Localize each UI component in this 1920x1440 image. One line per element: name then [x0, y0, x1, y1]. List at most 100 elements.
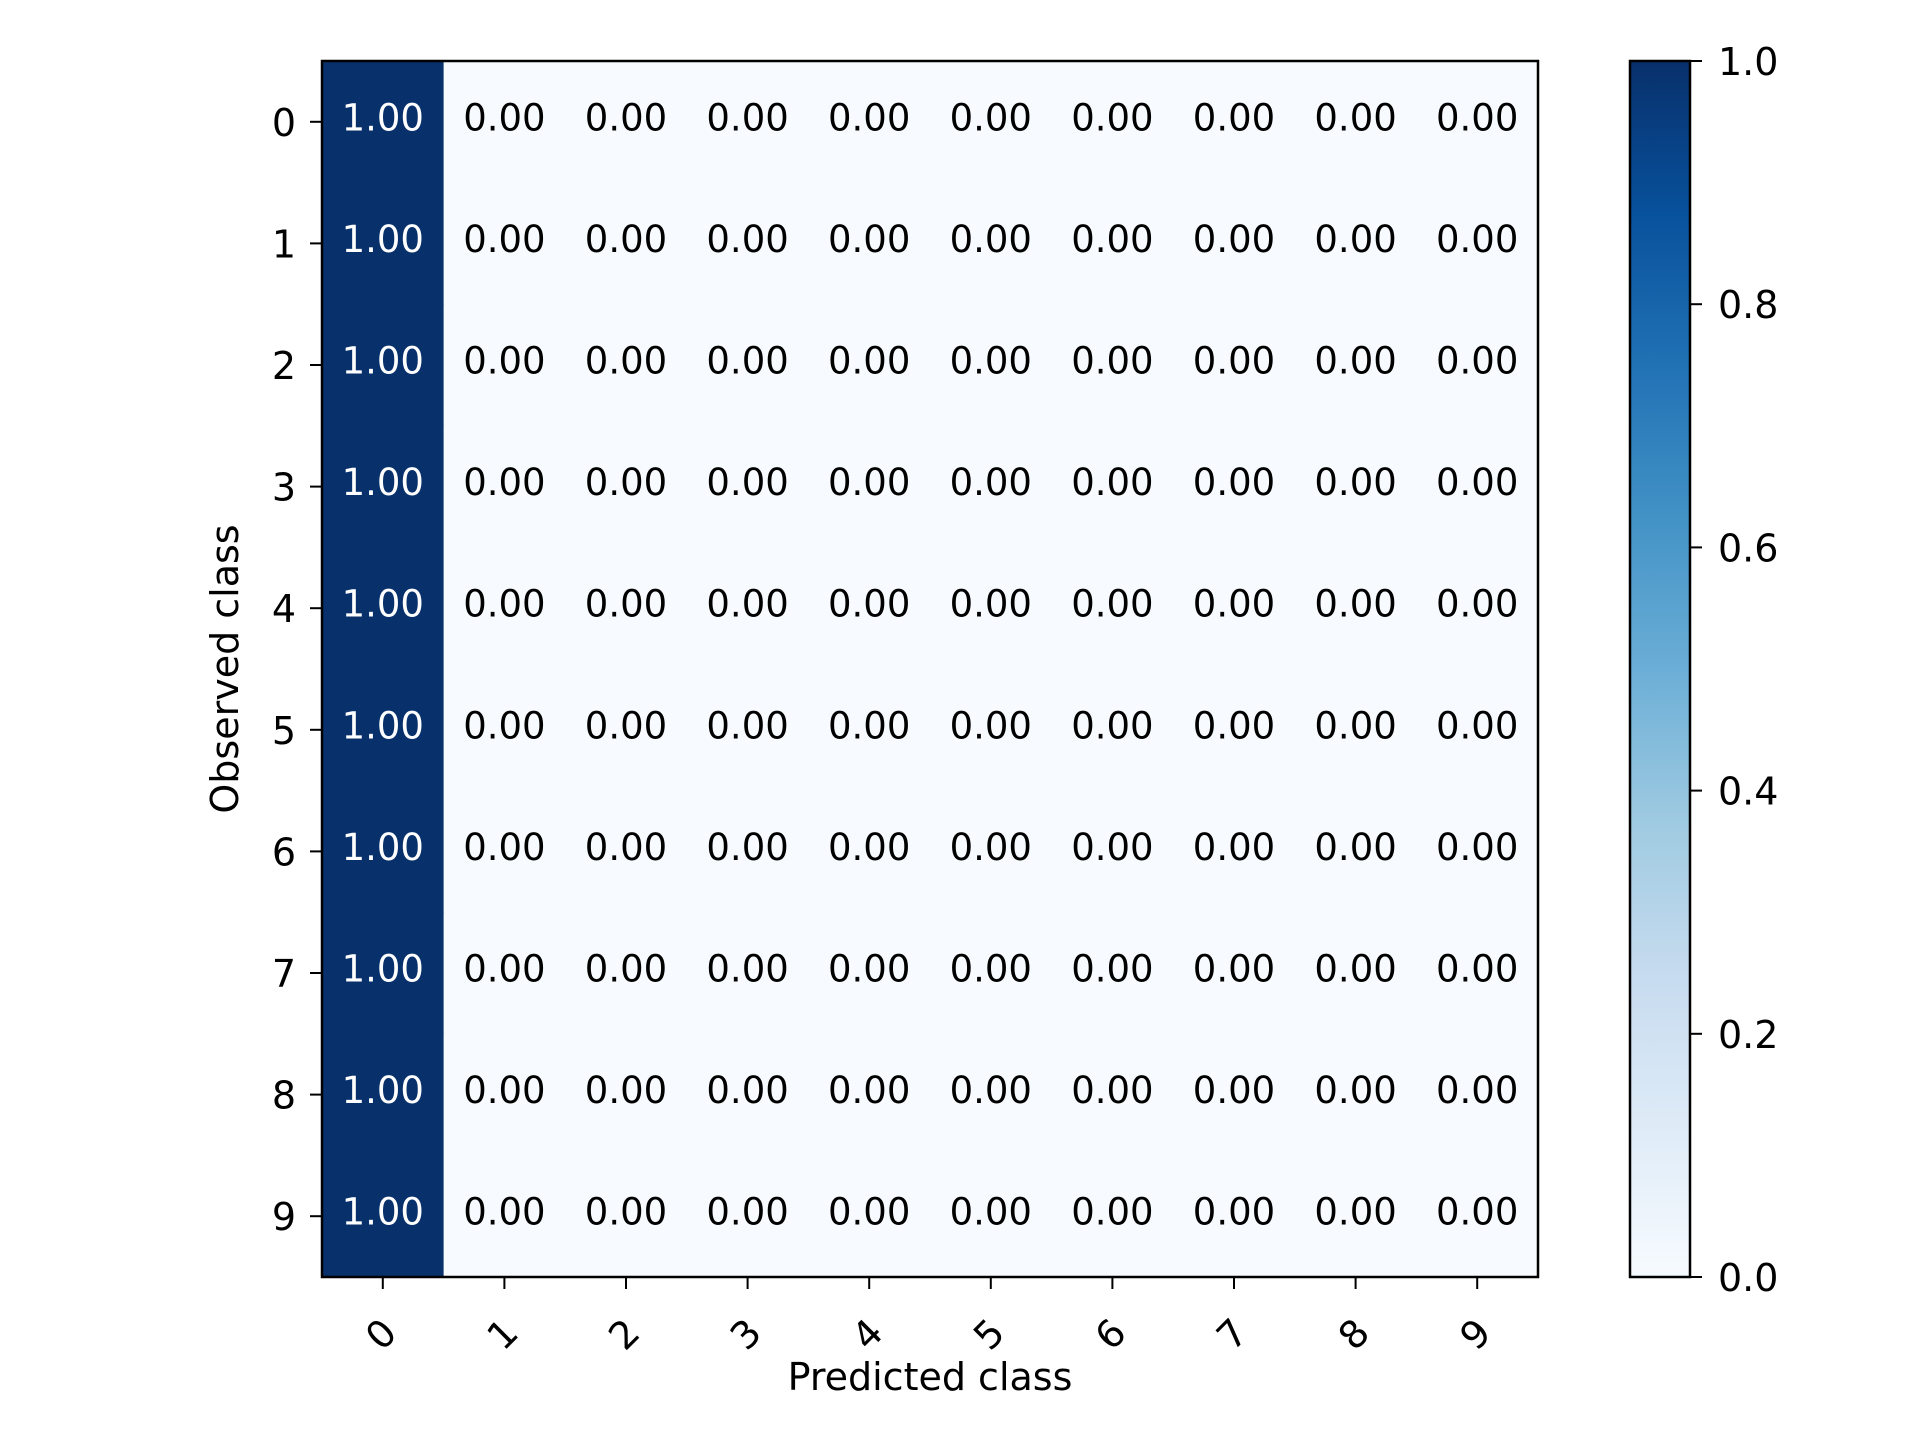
heatmap-cell [443, 669, 566, 792]
cell-value-label: 0.00 [585, 218, 667, 261]
cell-value-label: 0.00 [585, 1069, 667, 1112]
x-axis-label: Predicted class [788, 1355, 1073, 1399]
cell-value-label: 1.00 [342, 826, 424, 869]
cell-value-label: 0.00 [463, 1069, 545, 1112]
x-axis-ticks: 0 1 2 3 4 5 6 7 8 9 [357, 1277, 1500, 1358]
cell-value-label: 0.00 [463, 96, 545, 139]
heatmap-cell [1051, 912, 1174, 1035]
heatmap-cell [808, 1155, 931, 1278]
heatmap-cell [1173, 304, 1296, 427]
x-tick-label: 7 [1208, 1310, 1256, 1358]
heatmap-cell [1416, 669, 1539, 792]
cell-value-label: 0.00 [828, 461, 910, 504]
heatmap-cell [1294, 1155, 1417, 1278]
heatmap-cell [1173, 547, 1296, 670]
heatmap-cell [565, 790, 688, 913]
cell-value-label: 0.00 [706, 1069, 788, 1112]
cell-value-label: 0.00 [463, 583, 545, 626]
colorbar-frame [1628, 59, 1692, 1279]
colorbar-ticks: 0.0 0.2 0.4 0.6 0.8 1.0 [1690, 40, 1778, 1300]
heatmap-cell [322, 547, 445, 670]
cell-value-label: 0.00 [463, 461, 545, 504]
cell-value-label: 0.00 [950, 583, 1032, 626]
cell-value-label: 0.00 [1436, 1191, 1518, 1234]
heatmap-cell [808, 61, 931, 184]
heatmap-cell [322, 1033, 445, 1156]
cell-value-label: 0.00 [828, 704, 910, 747]
heatmap-cell [1051, 61, 1174, 184]
cell-value-label: 0.00 [1071, 96, 1153, 139]
cell-value-label: 0.00 [706, 826, 788, 869]
cell-value-label: 0.00 [1436, 461, 1518, 504]
cell-value-label: 0.00 [1071, 704, 1153, 747]
heatmap-cell [930, 61, 1053, 184]
cell-value-label: 0.00 [1436, 948, 1518, 991]
heatmap-cell [565, 1155, 688, 1278]
cell-value-label: 0.00 [1436, 1069, 1518, 1112]
cell-value-label: 0.00 [706, 948, 788, 991]
cell-value-label: 1.00 [342, 704, 424, 747]
cell-value-label: 0.00 [1071, 340, 1153, 383]
heatmap-cell [1051, 669, 1174, 792]
cell-value-label: 0.00 [1071, 218, 1153, 261]
cell-value-label: 0.00 [585, 948, 667, 991]
heatmap-cell [1416, 182, 1539, 305]
y-tick-label: 6 [272, 830, 296, 874]
cell-value-label: 0.00 [585, 826, 667, 869]
heatmap-cell [322, 1155, 445, 1278]
heatmap-cells [322, 61, 1539, 1278]
heatmap-cell [686, 182, 809, 305]
cell-value-label: 0.00 [1071, 826, 1153, 869]
heatmap-cell [1294, 790, 1417, 913]
cell-value-label: 0.00 [1314, 218, 1396, 261]
cell-value-label: 0.00 [950, 948, 1032, 991]
y-tick-label: 2 [272, 344, 296, 388]
heatmap-cell [1173, 912, 1296, 1035]
x-tick-label: 2 [600, 1310, 648, 1358]
heatmap-cell [1294, 547, 1417, 670]
cell-value-label: 1.00 [342, 96, 424, 139]
cell-value-label: 1.00 [342, 461, 424, 504]
cell-value-label: 0.00 [706, 218, 788, 261]
cell-value-label: 0.00 [585, 96, 667, 139]
plot-frame [320, 59, 1540, 1279]
heatmap-cell [930, 790, 1053, 913]
heatmap-cell [686, 425, 809, 548]
cell-value-label: 0.00 [1314, 1069, 1396, 1112]
cell-value-label: 1.00 [342, 1191, 424, 1234]
cell-value-label: 0.00 [950, 218, 1032, 261]
cell-value-label: 0.00 [950, 461, 1032, 504]
heatmap-cell [322, 425, 445, 548]
cell-value-label: 0.00 [1436, 96, 1518, 139]
heatmap-cell [443, 182, 566, 305]
heatmap-cell [1173, 1155, 1296, 1278]
cell-value-label: 0.00 [1314, 1191, 1396, 1234]
cell-value-label: 0.00 [828, 583, 910, 626]
heatmap-cell [1294, 304, 1417, 427]
heatmap-cell [930, 912, 1053, 1035]
heatmap-cell [1051, 1033, 1174, 1156]
heatmap-cell [808, 912, 931, 1035]
colorbar-tick-label: 0.4 [1718, 770, 1778, 814]
heatmap-cell [686, 1155, 809, 1278]
heatmap-cell [930, 304, 1053, 427]
cell-value-label: 0.00 [706, 96, 788, 139]
cell-value-label: 0.00 [1436, 340, 1518, 383]
heatmap-cell [1416, 425, 1539, 548]
heatmap-cell [565, 304, 688, 427]
heatmap-cell [565, 547, 688, 670]
colorbar-tick-label: 0.8 [1718, 283, 1778, 327]
heatmap-cell [1294, 182, 1417, 305]
heatmap-cell [565, 182, 688, 305]
heatmap-cell [930, 425, 1053, 548]
cell-value-label: 0.00 [706, 461, 788, 504]
heatmap-cell [322, 182, 445, 305]
heatmap-cell [1173, 1033, 1296, 1156]
y-axis-label: Observed class [203, 524, 247, 813]
x-tick-label: 6 [1087, 1310, 1135, 1358]
heatmap-cell [686, 547, 809, 670]
y-tick-label: 5 [272, 709, 296, 753]
x-tick-label: 9 [1451, 1310, 1499, 1358]
cell-value-label: 0.00 [463, 1191, 545, 1234]
